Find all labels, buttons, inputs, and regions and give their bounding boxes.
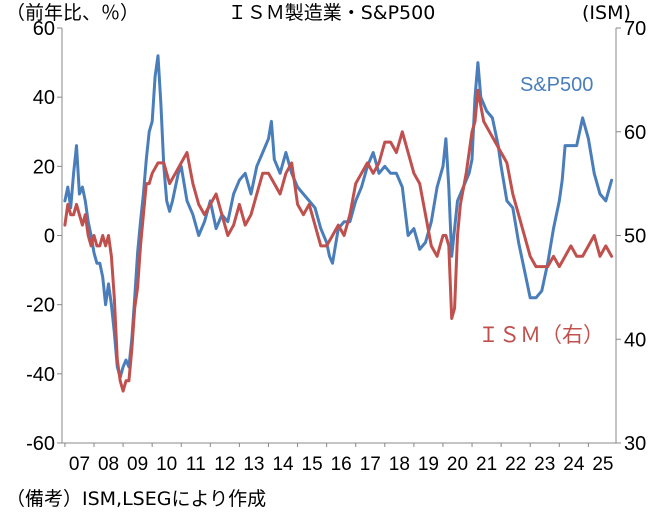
x-tick-label: 16	[331, 454, 352, 475]
y-right-tick-label: 60	[624, 122, 646, 144]
x-tick-label: 13	[243, 454, 264, 475]
x-tick-label: 21	[476, 454, 497, 475]
y-right-tick-label: 30	[624, 433, 646, 455]
x-ticks: 07 08 09 10 11 12 13 14 15 16 17 18 19 20 21 22 23 24 25	[64, 443, 613, 475]
x-tick-label: 23	[534, 454, 555, 475]
x-tick-label: 07	[69, 454, 90, 475]
y-right-tick-label: 40	[624, 329, 646, 351]
y-left-ticks: 60 40 20 0 -20 -40 -60	[26, 18, 62, 455]
series-lines	[63, 54, 614, 393]
x-tick-label: 08	[98, 454, 119, 475]
y-left-unit-label: （前年比、％）	[6, 2, 140, 24]
y-left-tick-label: -20	[26, 295, 55, 317]
x-tick-label: 12	[214, 454, 235, 475]
y-right-tick-label: 70	[624, 18, 646, 40]
sp500-line	[63, 54, 614, 379]
source-note: （備考）ISM,LSEGにより作成	[6, 488, 267, 510]
y-left-tick-label: 0	[44, 226, 55, 248]
y-right-unit-label: (ISM)	[582, 2, 631, 24]
series-label-ism: ＩＳＭ（右）	[478, 323, 604, 347]
x-tick-label: 10	[156, 454, 177, 475]
y-left-tick-label: -60	[26, 433, 55, 455]
y-left-tick-label: 40	[33, 87, 55, 109]
ism-line	[63, 88, 614, 393]
series-label-sp500: S&P500	[520, 74, 593, 96]
x-tick-label: 11	[186, 454, 206, 475]
x-tick-label: 14	[272, 454, 294, 475]
x-tick-label: 15	[302, 454, 323, 475]
y-left-tick-label: -40	[26, 364, 55, 386]
chart-title: ＩＳＭ製造業・S&P500	[227, 2, 436, 24]
x-tick-label: 18	[389, 454, 410, 475]
y-left-tick-label: 60	[33, 18, 55, 40]
x-tick-label: 25	[592, 454, 613, 475]
x-tick-label: 09	[127, 454, 148, 475]
x-tick-label: 20	[447, 454, 468, 475]
y-right-tick-label: 50	[624, 226, 646, 248]
x-tick-label: 24	[563, 454, 585, 475]
x-tick-label: 22	[505, 454, 526, 475]
y-right-ticks: 70 60 50 40 30	[616, 18, 646, 455]
y-left-tick-label: 20	[33, 156, 55, 178]
x-tick-label: 19	[418, 454, 439, 475]
x-tick-label: 17	[360, 454, 381, 475]
